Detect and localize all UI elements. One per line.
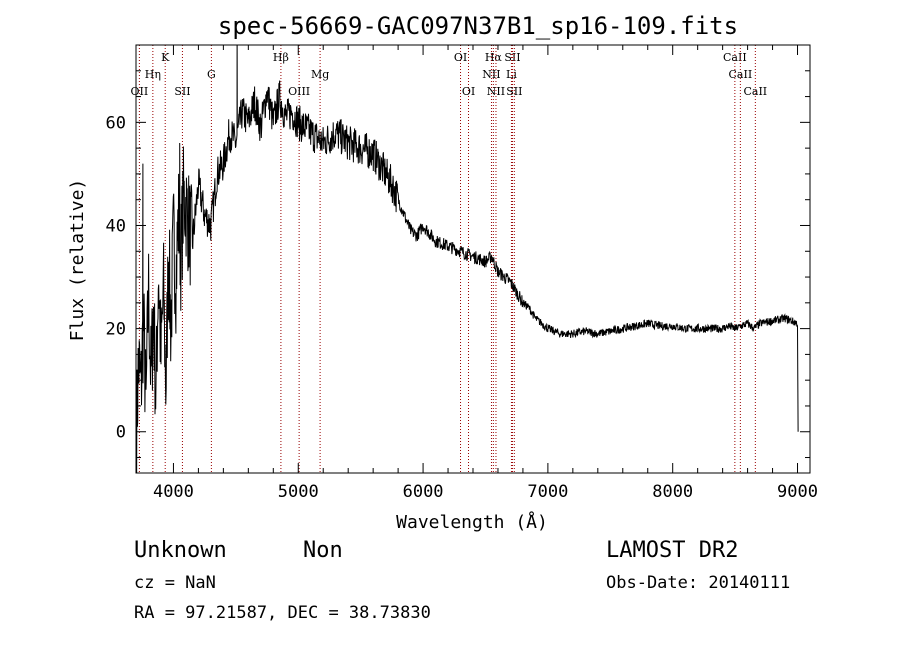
redshift-cz: cz = NaN bbox=[134, 573, 216, 593]
spectral-line-markers: OIIHηKSIIGHβOIIIMgOIOIHαNIINIISIILiSIICa… bbox=[131, 45, 767, 473]
line-label-11: NII bbox=[482, 68, 500, 81]
obs-date: Obs-Date: 20140111 bbox=[606, 573, 791, 593]
line-label-7: Mg bbox=[311, 68, 329, 81]
line-label-4: G bbox=[207, 68, 216, 81]
object-class: Unknown bbox=[134, 538, 227, 563]
spectrum-line bbox=[136, 45, 799, 473]
line-label-16: CaII bbox=[723, 51, 747, 64]
x-tick-label-3: 7000 bbox=[527, 482, 568, 502]
line-label-9: OI bbox=[462, 85, 475, 98]
line-label-12: NII bbox=[487, 85, 505, 98]
x-tick-label-2: 6000 bbox=[403, 482, 444, 502]
line-label-10: Hα bbox=[485, 51, 503, 64]
line-label-18: CaII bbox=[743, 85, 767, 98]
line-label-15: SII bbox=[506, 85, 522, 98]
line-label-13: SII bbox=[504, 51, 520, 64]
y-tick-label-0: 0 bbox=[116, 423, 126, 443]
coordinates: RA = 97.21587, DEC = 38.73830 bbox=[134, 603, 431, 623]
y-tick-label-2: 40 bbox=[106, 216, 126, 236]
x-tick-label-5: 9000 bbox=[777, 482, 818, 502]
line-label-3: SII bbox=[174, 85, 190, 98]
y-axis-label: Flux (relative) bbox=[67, 179, 88, 342]
y-tick-label-3: 60 bbox=[106, 113, 126, 133]
line-label-14: Li bbox=[506, 68, 517, 81]
line-label-8: OI bbox=[454, 51, 467, 64]
x-tick-label-1: 5000 bbox=[278, 482, 319, 502]
axis-ticks: 4000 5000 6000 7000 8000 9000 0 20 40 60 bbox=[106, 45, 818, 502]
line-label-17: CaII bbox=[729, 68, 753, 81]
spectrum-series bbox=[136, 45, 799, 473]
line-label-0: OII bbox=[131, 85, 149, 98]
line-label-6: OIII bbox=[288, 85, 310, 98]
line-label-1: Hη bbox=[145, 68, 161, 81]
line-label-5: Hβ bbox=[273, 51, 289, 64]
x-tick-label-4: 8000 bbox=[652, 482, 693, 502]
object-subclass: Non bbox=[303, 538, 343, 563]
x-axis-label: Wavelength (Å) bbox=[396, 511, 548, 533]
chart-title: spec-56669-GAC097N37B1_sp16-109.fits bbox=[218, 12, 738, 40]
x-tick-label-0: 4000 bbox=[153, 482, 194, 502]
survey-name: LAMOST DR2 bbox=[606, 538, 739, 563]
line-label-2: K bbox=[161, 51, 170, 64]
y-tick-label-1: 20 bbox=[106, 320, 126, 340]
